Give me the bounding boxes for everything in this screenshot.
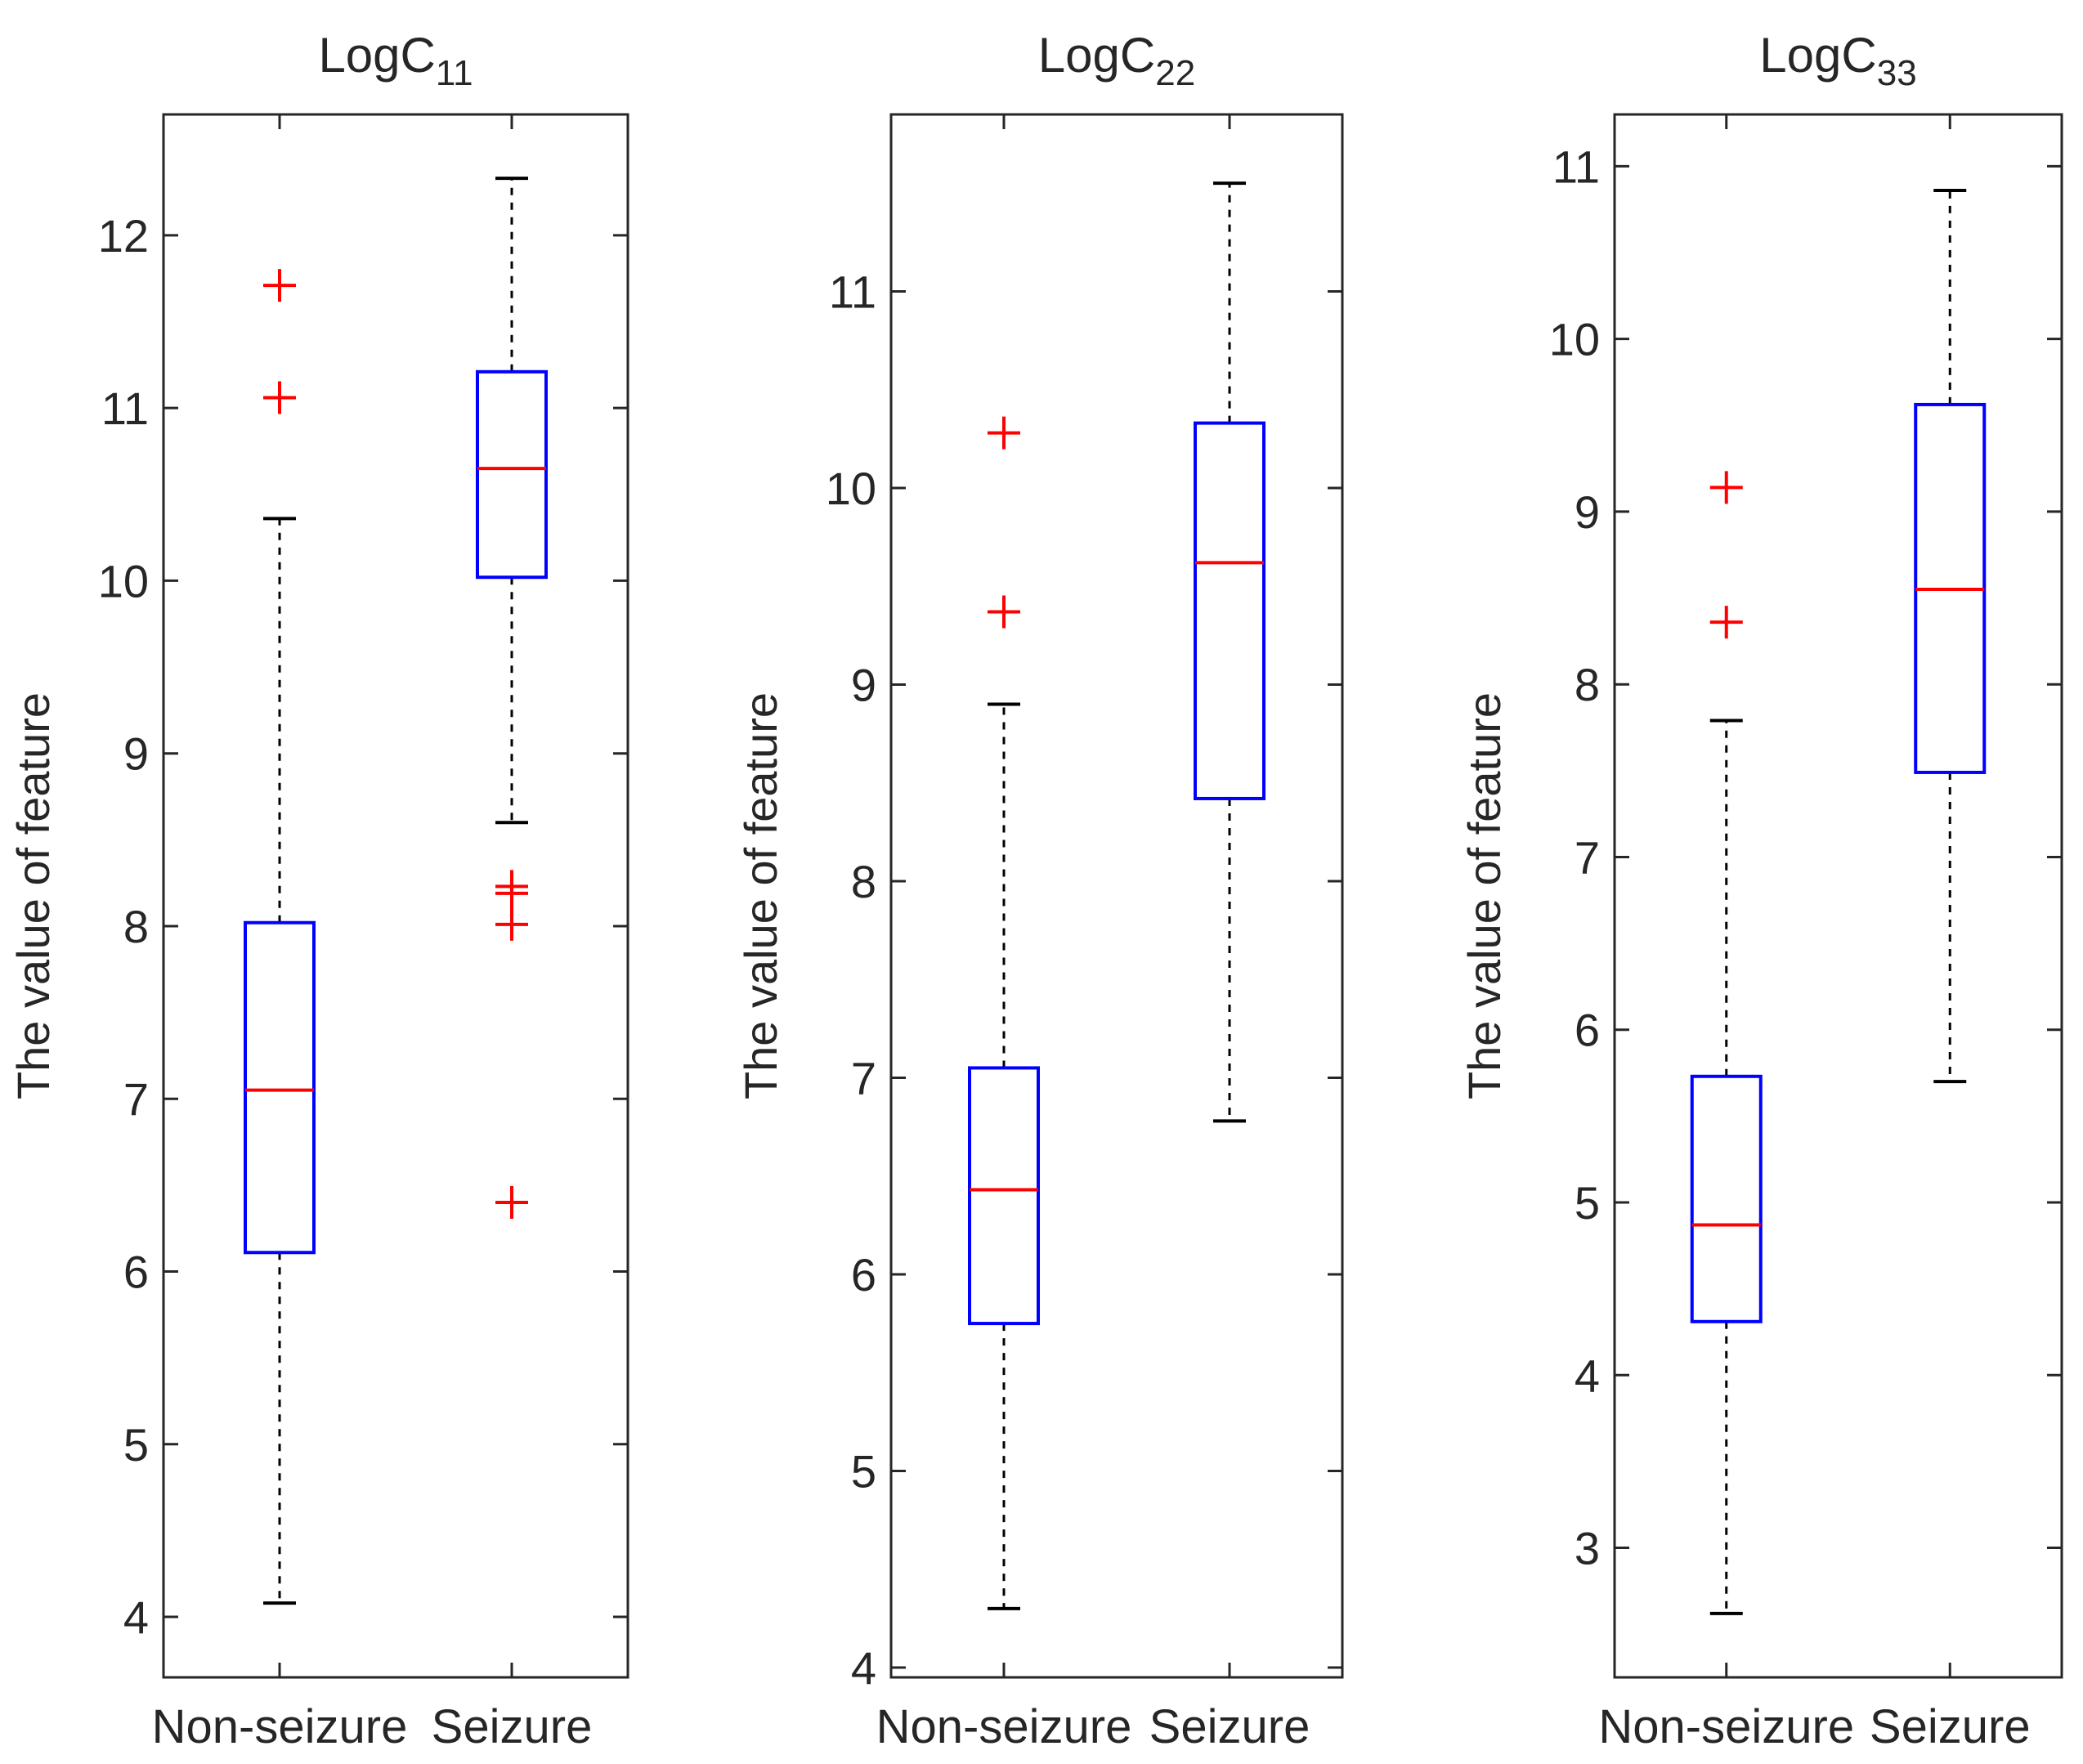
- box-non-seizure: [968, 416, 1040, 1610]
- x-category-label: Non-seizure: [1598, 1700, 1854, 1753]
- y-tick-label: 8: [123, 901, 149, 952]
- box-iqr: [1194, 421, 1265, 800]
- plot-frame: [889, 113, 1344, 1679]
- y-tick-label: 11: [1552, 141, 1600, 192]
- outlier-point: [1709, 606, 1743, 639]
- plot-frame: [162, 113, 629, 1679]
- y-tick-label: 4: [123, 1592, 149, 1643]
- y-tick-label: 8: [851, 856, 876, 907]
- x-category-label: Non-seizure: [876, 1700, 1132, 1753]
- outlier-point: [263, 381, 296, 414]
- box-iqr: [476, 369, 548, 580]
- y-axis-label: The value of feature: [7, 692, 59, 1099]
- outlier-point: [495, 907, 528, 941]
- y-tick-label: 9: [1575, 486, 1600, 538]
- y-tick-label: 9: [123, 728, 149, 780]
- outlier-point: [988, 595, 1020, 629]
- outlier-point: [988, 416, 1020, 450]
- y-tick-label: 7: [1575, 831, 1600, 883]
- x-category-label: Seizure: [432, 1700, 593, 1753]
- y-tick-label: 5: [851, 1445, 876, 1497]
- chart-title: LogC22: [1038, 28, 1195, 93]
- y-tick-label: 4: [1575, 1350, 1600, 1401]
- chart-title-subscript: 33: [1877, 53, 1917, 93]
- y-tick-label: 10: [98, 555, 149, 607]
- y-tick-label: 10: [1549, 314, 1600, 365]
- y-tick-label: 6: [851, 1249, 876, 1301]
- chart-title: LogC11: [318, 28, 473, 93]
- chart-panel-3: 3 4 5 6 7 8 9 10 11 Non-seizure Seizure LogC33 The v…: [1458, 28, 2063, 1753]
- y-axis-label: The value of feature: [1458, 692, 1510, 1099]
- box-iqr: [968, 1066, 1040, 1326]
- y-tick-label: 3: [1575, 1523, 1600, 1574]
- chart-title-subscript: 22: [1155, 53, 1195, 93]
- y-tick-label: 8: [1575, 659, 1600, 710]
- chart-title: LogC33: [1759, 28, 1916, 93]
- plot-frame: [1613, 113, 2063, 1679]
- y-tick-label: 12: [98, 210, 149, 262]
- chart-title-main: LogC: [318, 28, 435, 83]
- outlier-point: [495, 1186, 528, 1220]
- box-seizure: [1194, 181, 1265, 1123]
- y-axis-label: The value of feature: [735, 692, 786, 1099]
- y-tick-label: 10: [826, 463, 876, 514]
- outlier-point: [263, 269, 296, 302]
- box-seizure: [1914, 188, 1987, 1084]
- box-iqr: [244, 920, 316, 1255]
- chart-title-main: LogC: [1759, 28, 1876, 83]
- x-category-label: Seizure: [1149, 1700, 1310, 1753]
- y-tick-label: 7: [123, 1073, 149, 1125]
- chart-panel-2: 4 5 6 7 8 9 10 11 Non-seizure Seizure LogC22 The va…: [735, 28, 1344, 1753]
- y-tick-label: 4: [851, 1642, 876, 1694]
- y-tick-label: 6: [123, 1247, 149, 1298]
- y-tick-label: 6: [1575, 1005, 1600, 1056]
- x-category-label: Non-seizure: [152, 1700, 408, 1753]
- box-seizure: [476, 177, 548, 1220]
- box-non-seizure: [1690, 471, 1763, 1615]
- chart-title-main: LogC: [1038, 28, 1155, 83]
- y-tick-label: 5: [1575, 1177, 1600, 1229]
- x-category-label: Seizure: [1870, 1700, 2031, 1753]
- y-tick-label: 7: [851, 1052, 876, 1104]
- outlier-point: [495, 870, 528, 903]
- y-tick-label: 9: [851, 659, 876, 710]
- outlier-point: [1709, 471, 1743, 504]
- y-tick-label: 5: [123, 1419, 149, 1471]
- box-non-seizure: [244, 269, 316, 1605]
- box-iqr: [1690, 1074, 1763, 1323]
- y-tick-label: 11: [101, 383, 149, 434]
- chart-title-subscript: 11: [436, 53, 473, 93]
- y-tick-label: 11: [829, 266, 876, 317]
